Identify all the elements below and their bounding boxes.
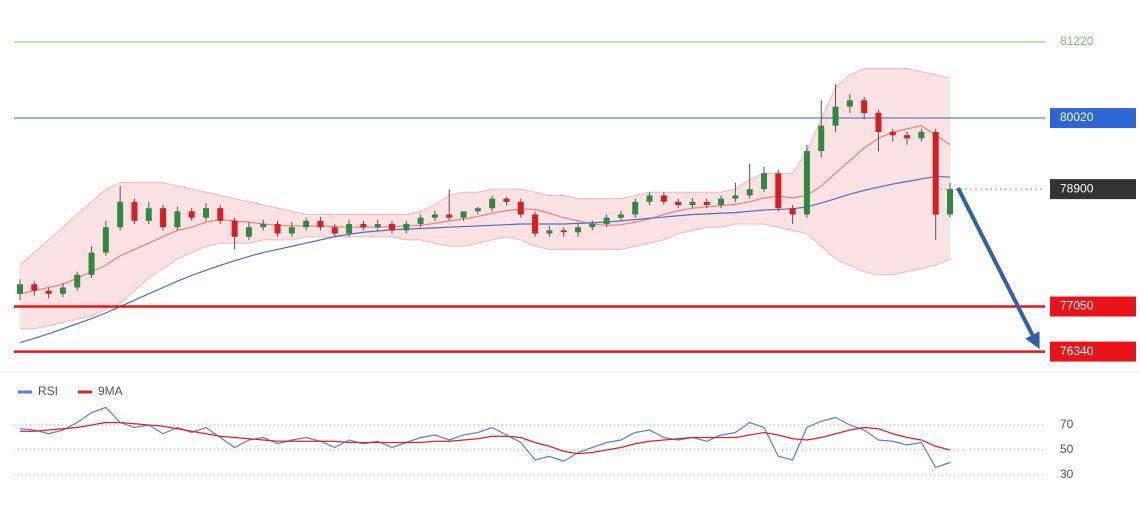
y-tick-label: 30 — [1060, 467, 1074, 481]
candle-body — [331, 227, 338, 234]
candle-body — [45, 290, 52, 294]
candle-body — [360, 224, 367, 228]
candle-body — [131, 201, 138, 221]
candle-body — [431, 214, 438, 218]
level-label: 81220 — [1060, 34, 1094, 48]
candle-body — [317, 220, 324, 228]
level-label: 78900 — [1060, 181, 1094, 195]
legend-label: RSI — [38, 384, 58, 398]
candle-body — [288, 227, 295, 234]
level-label: 77050 — [1060, 299, 1094, 313]
legend-label: 9MA — [98, 384, 123, 398]
level-label-box — [1050, 179, 1136, 200]
candle-body — [17, 284, 23, 294]
candle-body — [303, 220, 310, 228]
candle-body — [403, 224, 410, 231]
candle-body — [947, 189, 953, 215]
candle-body — [374, 224, 381, 228]
candle-body — [789, 208, 796, 215]
moving-average — [19, 125, 951, 295]
candle-body — [718, 198, 725, 205]
candle-body — [474, 208, 481, 212]
candle-body — [775, 173, 782, 209]
candle-body — [689, 201, 696, 205]
candle-body — [188, 211, 195, 218]
candle-body — [517, 201, 524, 215]
candle-body — [589, 224, 596, 228]
candle-body — [560, 230, 567, 233]
candle-body — [932, 132, 939, 215]
candle-body — [660, 195, 667, 202]
candle-body — [203, 208, 209, 218]
candle-body — [274, 224, 281, 234]
candle-body — [575, 227, 581, 233]
candle-body — [746, 189, 753, 196]
candle-body — [889, 132, 896, 136]
candle-body — [646, 195, 653, 202]
candle-body — [88, 252, 95, 275]
level-label: 76340 — [1060, 344, 1094, 358]
candle-body — [818, 125, 825, 152]
candle-body — [389, 224, 395, 231]
candle-body — [59, 287, 66, 294]
candle-body — [503, 198, 510, 202]
candle-body — [260, 224, 267, 228]
series-line — [20, 421, 951, 455]
candle-body — [761, 173, 767, 190]
candle-body — [31, 284, 38, 291]
candle-body — [703, 201, 710, 205]
candle-body — [145, 208, 152, 221]
candle-body — [918, 132, 925, 139]
candle-body — [846, 100, 853, 107]
band-edge — [20, 223, 951, 330]
candle-body — [102, 227, 109, 253]
candle-body — [832, 106, 839, 126]
candle-body — [417, 217, 424, 225]
candle-body — [875, 112, 882, 133]
candle-body — [231, 220, 238, 237]
y-tick-label: 50 — [1060, 442, 1074, 456]
candle-body — [546, 230, 553, 234]
band-fill — [20, 68, 950, 329]
candle-body — [117, 201, 124, 228]
candle-body — [603, 217, 610, 225]
level-label-box — [1050, 108, 1136, 129]
candle-body — [346, 224, 353, 234]
candle-body — [904, 135, 911, 139]
y-tick-label: 70 — [1060, 417, 1074, 431]
level-label-box — [1050, 296, 1136, 317]
candle-body — [675, 201, 682, 205]
candle-body — [632, 201, 639, 215]
candle-body — [245, 227, 252, 237]
level-label-box — [1050, 341, 1136, 362]
candle-body — [489, 198, 496, 209]
candle-body — [460, 211, 467, 218]
candle-body — [446, 214, 453, 218]
candle-body — [861, 100, 868, 113]
candle-body — [217, 208, 224, 221]
candle-body — [74, 274, 81, 288]
band-edge — [19, 68, 951, 266]
candle-body — [160, 208, 167, 228]
candle-body — [174, 211, 181, 228]
candle-body — [803, 151, 810, 215]
forecast-arrow — [956, 187, 1040, 350]
candle-body — [617, 214, 624, 218]
level-label: 80020 — [1060, 110, 1094, 124]
candle-body — [732, 195, 739, 199]
candle-body — [532, 214, 539, 234]
